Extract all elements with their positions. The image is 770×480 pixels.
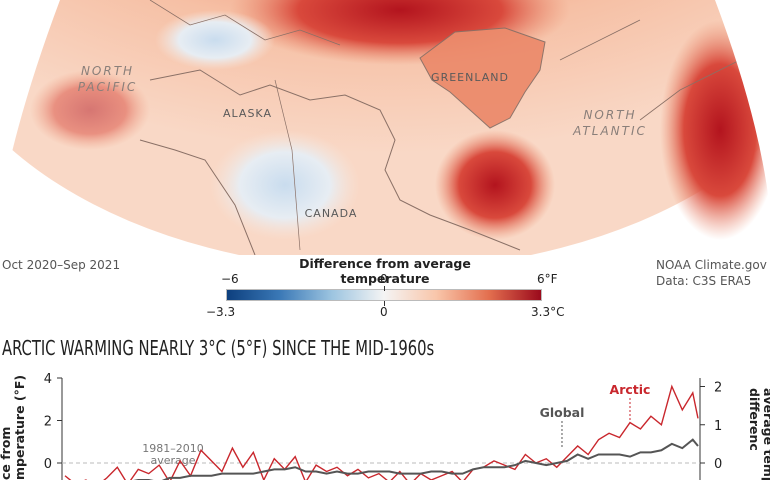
right-tick-label: 2 <box>714 381 722 396</box>
right-tick-label: 0 <box>714 457 722 472</box>
period-label: Oct 2020–Sep 2021 <box>2 258 121 272</box>
label-alaska: ALASKA <box>223 107 272 120</box>
right-axis-label: differenc <box>747 388 762 451</box>
credit-label: NOAA Climate.gov <box>656 258 767 272</box>
colorbar-tick-top <box>384 286 385 291</box>
global-annotation: Global <box>540 405 585 420</box>
colorbar-tick-bottom <box>384 301 385 306</box>
label-north-atlantic: NORTH ATLANTIC <box>573 108 647 138</box>
source-label: Data: C3S ERA5 <box>656 274 752 288</box>
left-axis-label: mperature (°F) <box>12 375 27 480</box>
right-axis-label: average tempe <box>761 388 770 480</box>
series-line-global <box>133 438 699 480</box>
legend-c-max: 3.3°C <box>531 305 565 319</box>
label-north-pacific: NORTH PACIFIC <box>77 64 138 94</box>
right-tick-label: 1 <box>714 419 722 434</box>
legend-f-mid: 0 <box>380 272 388 286</box>
baseline-label: 1981–2010 <box>142 442 204 455</box>
left-tick-label: 2 <box>44 415 52 430</box>
left-axis-label: ce from <box>0 427 13 480</box>
legend-c-min: −3.3 <box>206 305 236 319</box>
label-canada: CANADA <box>304 207 358 220</box>
headline: ARCTIC WARMING NEARLY 3°C (5°F) SINCE TH… <box>2 336 435 360</box>
baseline-label: average <box>150 454 195 467</box>
legend-f-min: −6 <box>221 272 239 286</box>
label-greenland: GREENLAND <box>431 71 509 84</box>
series-line-arctic <box>64 384 699 480</box>
legend-f-max: 6°F <box>537 272 558 286</box>
legend-title: Difference from average temperature <box>299 256 471 286</box>
arctic-annotation: Arctic <box>610 382 651 397</box>
map-graphic <box>0 0 770 255</box>
left-tick-label: 4 <box>44 372 52 387</box>
left-tick-label: 0 <box>44 457 52 472</box>
temperature-anomaly-map <box>0 0 770 255</box>
legend-c-mid: 0 <box>380 305 388 319</box>
